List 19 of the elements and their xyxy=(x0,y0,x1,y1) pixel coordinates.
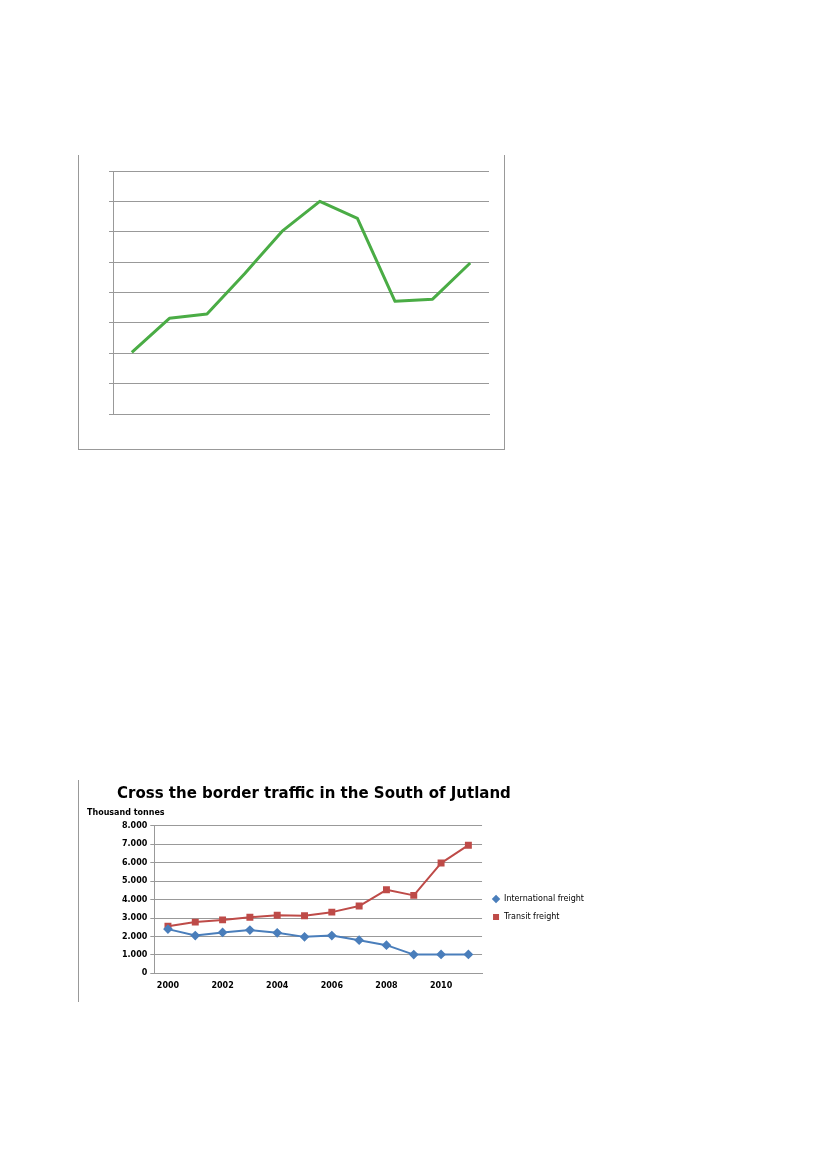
y-tick-label: 6.000 xyxy=(121,857,148,867)
x-tick-label: 2006 xyxy=(320,981,344,991)
x-tick-label: 2000 xyxy=(156,981,180,991)
y-tick-label: 0 xyxy=(141,968,148,978)
y-tick-label: 5.000 xyxy=(121,876,148,886)
y-tick-label: 3.000 xyxy=(121,913,148,923)
chart-title: Cross the border traffic in the South of Jutland xyxy=(117,784,511,802)
y-axis-title: Thousand tonnes xyxy=(87,808,165,817)
x-tick-label: 2004 xyxy=(266,981,289,991)
x-tick-label: 2008 xyxy=(375,981,399,991)
x-tick-label: 2002 xyxy=(211,981,234,991)
x-tick-label: 2010 xyxy=(429,981,453,991)
legend-label: Transit freight xyxy=(503,912,560,922)
y-tick-label: 8.000 xyxy=(121,820,148,830)
y-tick-label: 4.000 xyxy=(121,894,148,904)
y-tick-label: 7.000 xyxy=(121,839,148,849)
legend-label: International freight xyxy=(504,894,585,904)
y-tick-label: 2.000 xyxy=(121,931,148,941)
y-tick-label: 1.000 xyxy=(121,950,148,960)
